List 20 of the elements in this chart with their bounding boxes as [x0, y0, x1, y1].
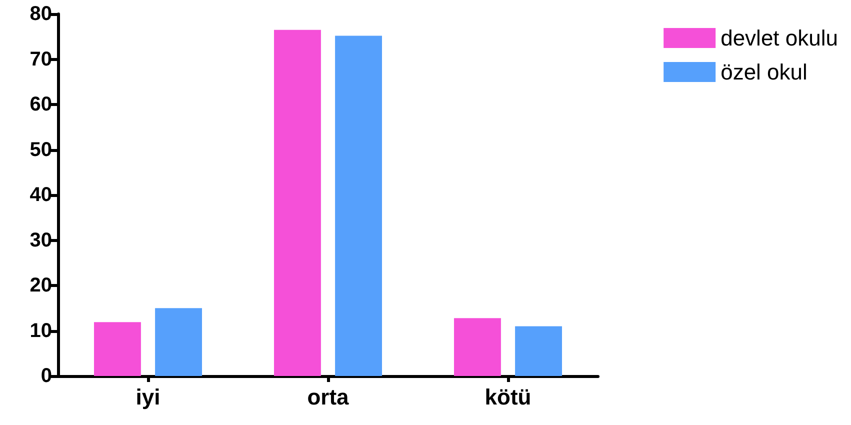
bar: [155, 308, 202, 376]
y-tick-label: 20: [30, 274, 52, 296]
y-tick-label: 10: [30, 320, 52, 342]
y-tick-label: 50: [30, 138, 52, 161]
y-tick-label: 30: [30, 229, 52, 252]
x-tick-label: kötü: [484, 384, 532, 410]
y-tick-label: 40: [30, 184, 52, 206]
x-tick-label: iyi: [136, 384, 160, 410]
bar: [454, 318, 501, 376]
legend-label: özel okul: [720, 60, 808, 84]
y-tick-label: 70: [30, 48, 52, 70]
x-tick-label: orta: [307, 384, 350, 410]
bar: [94, 322, 141, 376]
y-tick-label: 0: [40, 365, 52, 387]
bar: [274, 30, 321, 376]
y-tick-label: 80: [30, 3, 52, 25]
legend-label: devlet okulu: [720, 26, 838, 50]
bar: [515, 326, 562, 376]
y-tick-label: 60: [30, 94, 52, 116]
bar: [335, 36, 382, 376]
